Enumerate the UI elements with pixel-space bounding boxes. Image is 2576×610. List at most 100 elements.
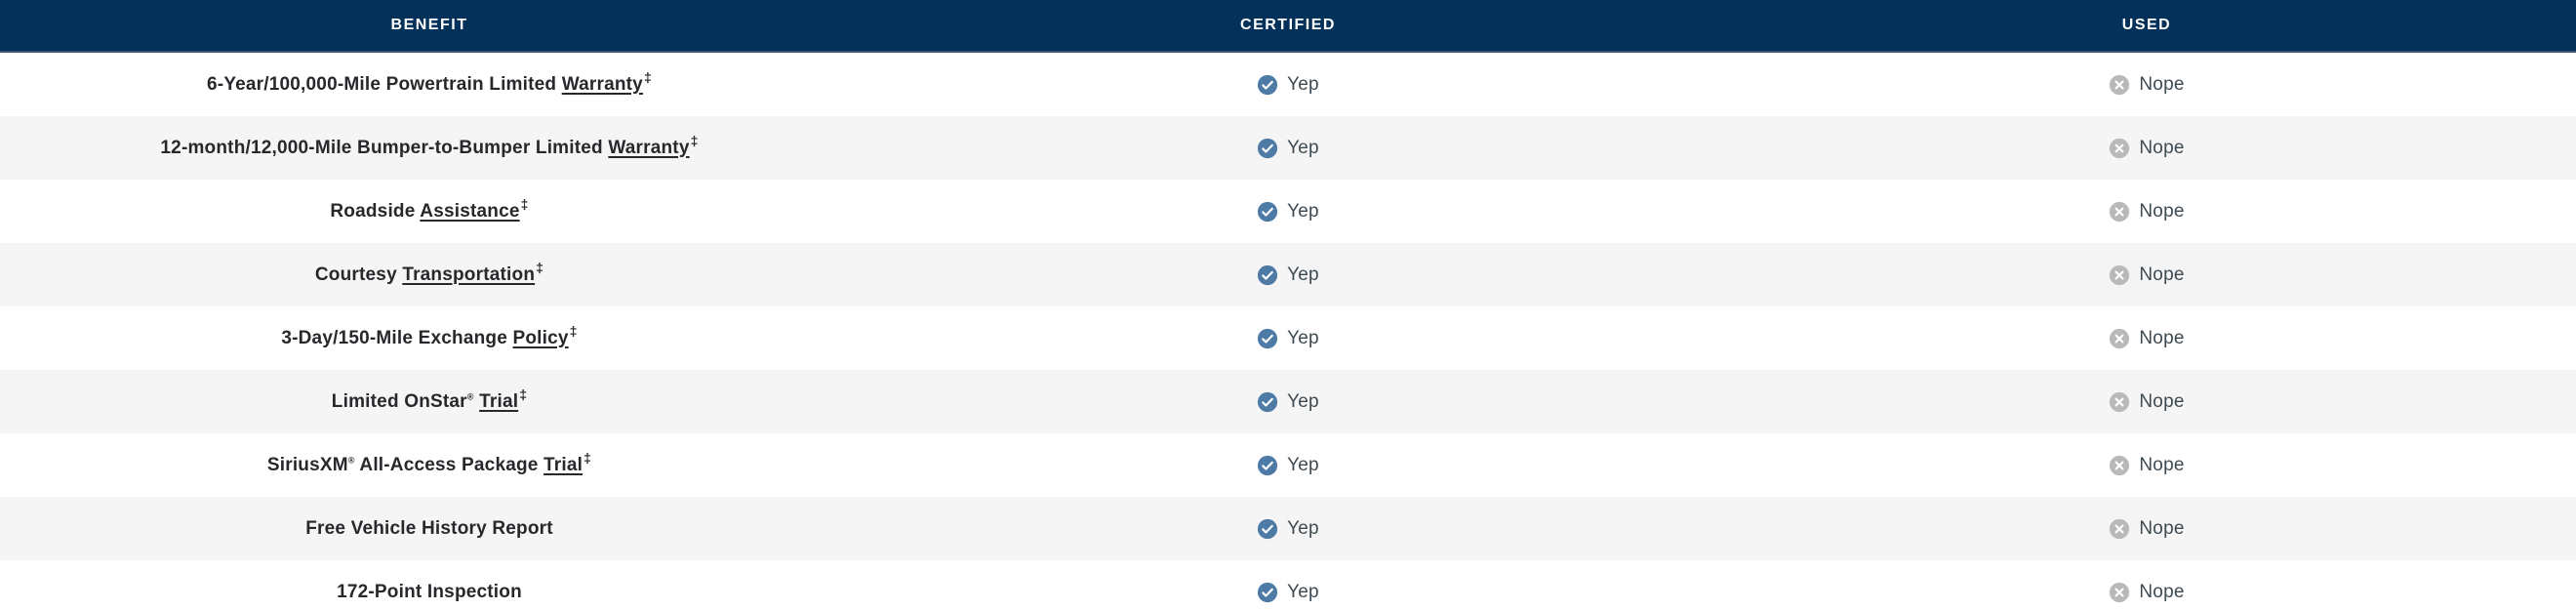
used-cell: Nope <box>1717 180 2576 243</box>
benefit-cell: SiriusXM® All-Access Package Trial‡ <box>0 433 859 497</box>
certified-value-label: Yep <box>1287 200 1319 222</box>
used-value-label: Nope <box>2139 454 2185 475</box>
certified-status: Yep <box>1257 455 1319 476</box>
used-status: Nope <box>2109 391 2184 413</box>
x-circle-icon <box>2109 328 2130 349</box>
used-status: Nope <box>2109 201 2184 223</box>
table-row: Courtesy Transportation‡ Yep Nope <box>0 243 2576 306</box>
benefit-link[interactable]: Assistance <box>420 200 520 222</box>
benefit-link[interactable]: Transportation <box>402 264 536 285</box>
used-cell: Nope <box>1717 560 2576 610</box>
x-circle-icon <box>2109 138 2130 159</box>
used-status: Nope <box>2109 138 2184 159</box>
check-circle-icon <box>1257 264 1278 286</box>
benefit-link[interactable]: Warranty <box>561 73 643 95</box>
benefit-label: 3-Day/150-Mile Exchange Policy‡ <box>281 323 578 348</box>
benefits-table-body: 6-Year/100,000-Mile Powertrain Limited W… <box>0 53 2576 610</box>
benefit-cell: Free Vehicle History Report <box>0 497 859 560</box>
benefit-cell: Roadside Assistance‡ <box>0 180 859 243</box>
benefit-label: Limited OnStar® Trial‡ <box>331 386 528 412</box>
certified-status: Yep <box>1257 582 1319 603</box>
check-circle-icon <box>1257 455 1278 476</box>
certified-cell: Yep <box>859 433 1717 497</box>
benefit-label: SiriusXM® All-Access Package Trial‡ <box>266 450 592 475</box>
benefit-label: 6-Year/100,000-Mile Powertrain Limited W… <box>207 69 652 95</box>
used-value-label: Nope <box>2139 73 2185 95</box>
certified-cell: Yep <box>859 53 1717 116</box>
benefit-label: 172-Point Inspection <box>337 581 522 602</box>
used-value-label: Nope <box>2139 581 2185 602</box>
benefit-link[interactable]: Trial <box>479 390 519 412</box>
used-cell: Nope <box>1717 306 2576 370</box>
benefit-label: Courtesy Transportation‡ <box>314 260 544 285</box>
certified-status: Yep <box>1257 518 1319 540</box>
registered-mark: ® <box>466 391 474 402</box>
column-header-used: USED <box>2121 17 2172 33</box>
disclaimer-dagger: ‡ <box>536 260 544 276</box>
table-row: Free Vehicle History Report Yep Nope <box>0 497 2576 560</box>
column-header-certified: CERTIFIED <box>1240 17 1336 33</box>
certified-value-label: Yep <box>1287 137 1319 158</box>
certified-cell: Yep <box>859 497 1717 560</box>
disclaimer-dagger: ‡ <box>690 133 699 149</box>
benefit-cell: 3-Day/150-Mile Exchange Policy‡ <box>0 306 859 370</box>
disclaimer-dagger: ‡ <box>584 450 592 467</box>
x-circle-icon <box>2109 455 2130 476</box>
certified-status: Yep <box>1257 264 1319 286</box>
benefit-link[interactable]: Warranty <box>608 137 690 158</box>
column-header-benefit: BENEFIT <box>390 17 468 33</box>
disclaimer-dagger: ‡ <box>569 323 578 340</box>
used-status: Nope <box>2109 518 2184 540</box>
check-circle-icon <box>1257 138 1278 159</box>
used-cell: Nope <box>1717 116 2576 180</box>
registered-mark: ® <box>347 455 355 466</box>
used-status: Nope <box>2109 582 2184 603</box>
certified-value-label: Yep <box>1287 390 1319 412</box>
certified-cell: Yep <box>859 306 1717 370</box>
used-value-label: Nope <box>2139 264 2185 285</box>
certified-value-label: Yep <box>1287 517 1319 539</box>
certified-status: Yep <box>1257 391 1319 413</box>
x-circle-icon <box>2109 264 2130 286</box>
certified-value-label: Yep <box>1287 264 1319 285</box>
used-status: Nope <box>2109 328 2184 349</box>
used-value-label: Nope <box>2139 200 2185 222</box>
benefit-cell: Courtesy Transportation‡ <box>0 243 859 306</box>
benefit-cell: 12-month/12,000-Mile Bumper-to-Bumper Li… <box>0 116 859 180</box>
used-value-label: Nope <box>2139 390 2185 412</box>
table-header-row: BENEFIT CERTIFIED USED <box>0 0 2576 53</box>
benefit-cell: 6-Year/100,000-Mile Powertrain Limited W… <box>0 53 859 116</box>
used-cell: Nope <box>1717 243 2576 306</box>
benefit-link[interactable]: Trial <box>543 454 584 475</box>
x-circle-icon <box>2109 391 2130 413</box>
certified-status: Yep <box>1257 74 1319 96</box>
used-status: Nope <box>2109 455 2184 476</box>
disclaimer-dagger: ‡ <box>519 386 528 403</box>
x-circle-icon <box>2109 582 2130 603</box>
benefit-label: Roadside Assistance‡ <box>330 196 529 222</box>
certified-value-label: Yep <box>1287 581 1319 602</box>
check-circle-icon <box>1257 74 1278 96</box>
disclaimer-dagger: ‡ <box>520 196 529 213</box>
table-row: 3-Day/150-Mile Exchange Policy‡ Yep Nope <box>0 306 2576 370</box>
certified-value-label: Yep <box>1287 73 1319 95</box>
benefit-link[interactable]: Policy <box>512 327 569 348</box>
check-circle-icon <box>1257 518 1278 540</box>
check-circle-icon <box>1257 201 1278 223</box>
used-cell: Nope <box>1717 497 2576 560</box>
table-row: 6-Year/100,000-Mile Powertrain Limited W… <box>0 53 2576 116</box>
certified-status: Yep <box>1257 328 1319 349</box>
disclaimer-dagger: ‡ <box>643 69 652 86</box>
used-value-label: Nope <box>2139 517 2185 539</box>
certified-value-label: Yep <box>1287 327 1319 348</box>
x-circle-icon <box>2109 74 2130 96</box>
used-cell: Nope <box>1717 433 2576 497</box>
used-status: Nope <box>2109 74 2184 96</box>
x-circle-icon <box>2109 518 2130 540</box>
benefit-cell: Limited OnStar® Trial‡ <box>0 370 859 433</box>
table-row: Limited OnStar® Trial‡ Yep Nope <box>0 370 2576 433</box>
certified-cell: Yep <box>859 370 1717 433</box>
used-value-label: Nope <box>2139 137 2185 158</box>
table-row: 12-month/12,000-Mile Bumper-to-Bumper Li… <box>0 116 2576 180</box>
